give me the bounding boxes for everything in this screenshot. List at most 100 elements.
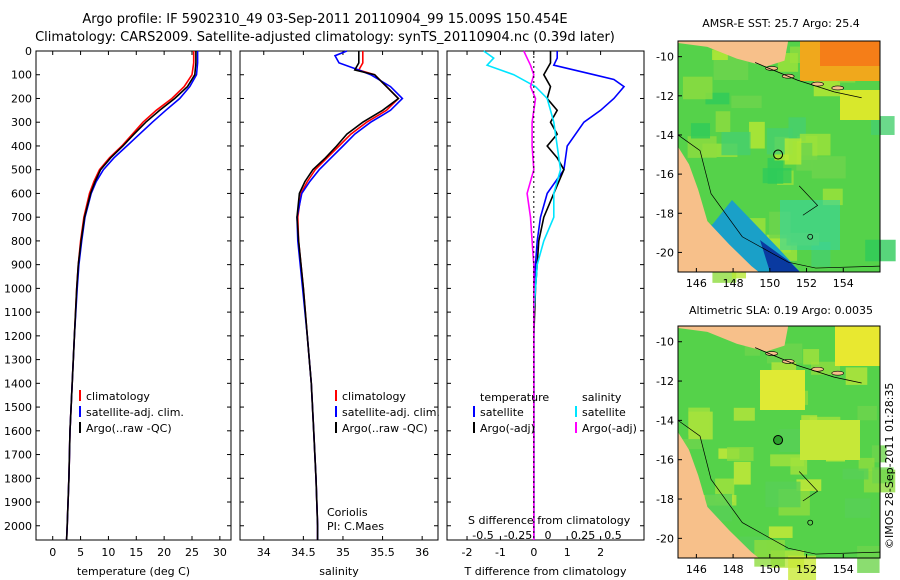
legend-entry: Argo(-adj) <box>480 422 535 435</box>
ytick-label: 1600 <box>4 425 32 438</box>
map-ytick-label: -20 <box>656 532 674 545</box>
series-line-argo-raw-qc- <box>65 51 197 541</box>
panel-frame-2 <box>239 50 439 541</box>
map-2 <box>677 326 896 580</box>
map-cell <box>871 445 887 463</box>
map-cell <box>690 123 711 139</box>
map-ytick-label: -16 <box>656 454 674 467</box>
island <box>831 85 845 91</box>
xtick-label-top: 0 <box>545 529 552 542</box>
reef-outline <box>798 471 819 502</box>
xtick-label: 1 <box>564 546 571 559</box>
map-ytick-label: -10 <box>656 51 674 64</box>
legend-entry: Argo(-adj) <box>582 422 637 435</box>
ytick-label: 200 <box>11 92 32 105</box>
ytick-label: 1000 <box>4 282 32 295</box>
bathymetry-contour <box>677 134 881 269</box>
xtick-label: 35 <box>336 546 350 559</box>
island <box>765 66 778 71</box>
map-cell <box>733 461 751 485</box>
ytick-label: 100 <box>11 69 32 82</box>
map-ytick-label: -16 <box>656 168 674 181</box>
map-cell <box>715 111 731 133</box>
map-xtick-label: 148 <box>723 277 744 290</box>
series-line-s-argo-adj- <box>523 50 537 540</box>
map-cell <box>788 555 817 580</box>
x-axis-label: temperature (deg C) <box>77 565 190 578</box>
map-cell <box>790 457 808 475</box>
map-ytick-label: -18 <box>656 493 674 506</box>
map-cell <box>872 467 894 484</box>
ytick-label: 0 <box>25 45 32 58</box>
secondary-marker <box>807 519 814 526</box>
map-warm-patch <box>835 326 880 366</box>
coastline <box>754 347 862 384</box>
x-axis-label: salinity <box>319 565 359 578</box>
map-cell <box>857 545 880 573</box>
series-line-satellite-adj-clim- <box>296 50 404 540</box>
ytick-label: 800 <box>11 235 32 248</box>
series-line-climatology <box>65 51 195 541</box>
argo-position-marker <box>773 149 784 160</box>
map-ytick-label: -12 <box>656 375 674 388</box>
map-cell <box>844 498 871 518</box>
land-png <box>678 41 789 67</box>
ytick-label: 1900 <box>4 496 32 509</box>
xtick-label: 36 <box>415 546 429 559</box>
legend-entry: satellite-adj. clim. <box>86 406 184 419</box>
map-frame <box>677 40 881 273</box>
imos-watermark: ©IMOS 28-Sep-2011 01:28:35 <box>883 383 896 549</box>
map-ytick-label: -12 <box>656 90 674 103</box>
map-cell <box>762 168 792 184</box>
map-title: AMSR-E SST: 25.7 Argo: 25.4 <box>702 17 860 30</box>
xtick-label: 2 <box>597 546 604 559</box>
series-line-t-satellite <box>532 51 626 540</box>
map-ytick-label: -14 <box>656 414 674 427</box>
island <box>811 81 824 87</box>
xtick-label: 10 <box>101 546 115 559</box>
legend-entry: Argo(..raw -QC) <box>86 422 172 435</box>
map-cell <box>870 116 895 135</box>
ytick-label: 1500 <box>4 401 32 414</box>
xtick-label-top: 0.25 <box>571 529 596 542</box>
legend-entry: climatology <box>342 390 406 403</box>
series-line-s-satellite <box>483 50 562 540</box>
xtick-label: -1 <box>495 546 506 559</box>
legend-title: temperature <box>480 391 549 404</box>
map-cell <box>754 540 785 567</box>
xtick-label-top: -0.25 <box>504 529 532 542</box>
island <box>831 370 845 376</box>
ytick-label: 1100 <box>4 306 32 319</box>
land-australia <box>678 146 759 272</box>
series-line-satellite-adj-clim- <box>65 51 199 541</box>
map-cell <box>705 92 730 105</box>
map-xtick-label: 146 <box>686 277 707 290</box>
map-xtick-label: 148 <box>723 563 744 576</box>
map-warm-patch <box>760 370 805 410</box>
map-cell <box>768 526 793 538</box>
legend-entry: climatology <box>86 390 150 403</box>
ytick-label: 300 <box>11 116 32 129</box>
xtick-label-top: -0.5 <box>472 529 493 542</box>
ytick-label: 1700 <box>4 449 32 462</box>
map-cell <box>770 454 804 467</box>
map-xtick-label: 150 <box>759 277 780 290</box>
ytick-label: 1800 <box>4 472 32 485</box>
panel-frame-3 <box>446 50 645 541</box>
map-ytick-label: -14 <box>656 129 674 142</box>
xtick-label: 0 <box>49 546 56 559</box>
xtick-label: 15 <box>129 546 143 559</box>
xtick-label-top: 0.5 <box>604 529 622 542</box>
map-cell <box>811 156 846 179</box>
panel-frame-1 <box>35 50 232 541</box>
map-cell <box>731 95 762 109</box>
ytick-label: 700 <box>11 211 32 224</box>
coastline <box>754 62 862 99</box>
map-cell <box>733 407 755 421</box>
map-cell <box>766 343 803 364</box>
ytick-label: 1400 <box>4 377 32 390</box>
map-xtick-label: 152 <box>796 563 817 576</box>
map-xtick-label: 146 <box>686 563 707 576</box>
map-warm-patch <box>840 90 880 120</box>
